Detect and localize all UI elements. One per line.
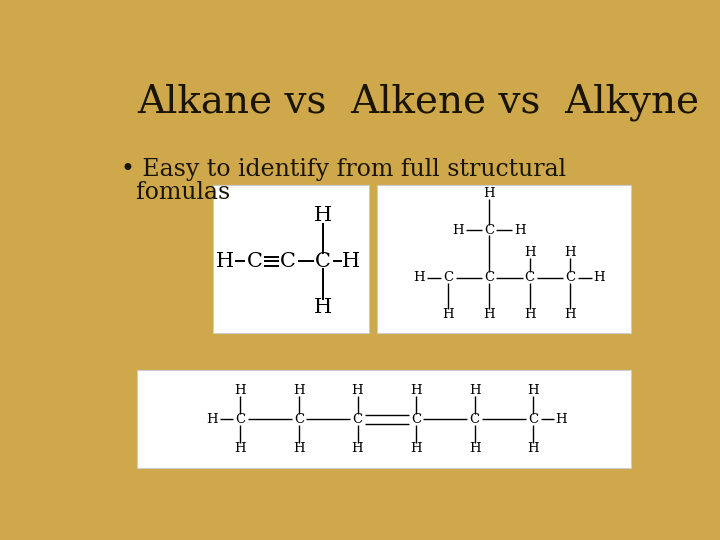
Text: Alkane vs  Alkene vs  Alkyne: Alkane vs Alkene vs Alkyne	[138, 84, 700, 121]
Text: H: H	[594, 272, 606, 285]
Text: H: H	[235, 442, 246, 455]
FancyBboxPatch shape	[213, 185, 369, 333]
Text: C: C	[444, 272, 454, 285]
Text: C: C	[247, 252, 263, 271]
FancyBboxPatch shape	[138, 370, 631, 468]
Text: H: H	[207, 413, 218, 426]
Text: H: H	[524, 246, 536, 259]
Text: C: C	[469, 413, 480, 426]
Text: C: C	[235, 413, 246, 426]
Text: H: H	[469, 383, 480, 397]
Text: H: H	[524, 308, 536, 321]
Text: H: H	[483, 187, 495, 200]
Text: H: H	[555, 413, 567, 426]
Text: H: H	[453, 224, 464, 237]
Text: C: C	[528, 413, 539, 426]
Text: H: H	[514, 224, 526, 237]
Text: C: C	[353, 413, 363, 426]
Text: H: H	[410, 383, 422, 397]
Text: • Easy to identify from full structural: • Easy to identify from full structural	[121, 158, 566, 181]
Text: H: H	[528, 383, 539, 397]
Text: C: C	[294, 413, 304, 426]
Text: H: H	[413, 272, 425, 285]
Text: H: H	[342, 252, 360, 271]
Text: H: H	[443, 308, 454, 321]
Text: C: C	[484, 224, 494, 237]
Text: H: H	[293, 383, 305, 397]
Text: H: H	[235, 383, 246, 397]
FancyBboxPatch shape	[377, 185, 631, 333]
Text: C: C	[411, 413, 421, 426]
Text: C: C	[484, 272, 494, 285]
Text: C: C	[315, 252, 331, 271]
Text: C: C	[565, 272, 575, 285]
Text: H: H	[469, 442, 480, 455]
Text: fomulas: fomulas	[121, 181, 230, 204]
Text: H: H	[483, 308, 495, 321]
Text: H: H	[351, 383, 364, 397]
Text: C: C	[280, 252, 296, 271]
Text: H: H	[564, 308, 576, 321]
Text: H: H	[564, 246, 576, 259]
Text: H: H	[314, 298, 333, 316]
Text: H: H	[314, 206, 333, 225]
Text: H: H	[293, 442, 305, 455]
Text: H: H	[216, 252, 234, 271]
Text: H: H	[410, 442, 422, 455]
Text: H: H	[528, 442, 539, 455]
Text: C: C	[525, 272, 535, 285]
Text: H: H	[351, 442, 364, 455]
